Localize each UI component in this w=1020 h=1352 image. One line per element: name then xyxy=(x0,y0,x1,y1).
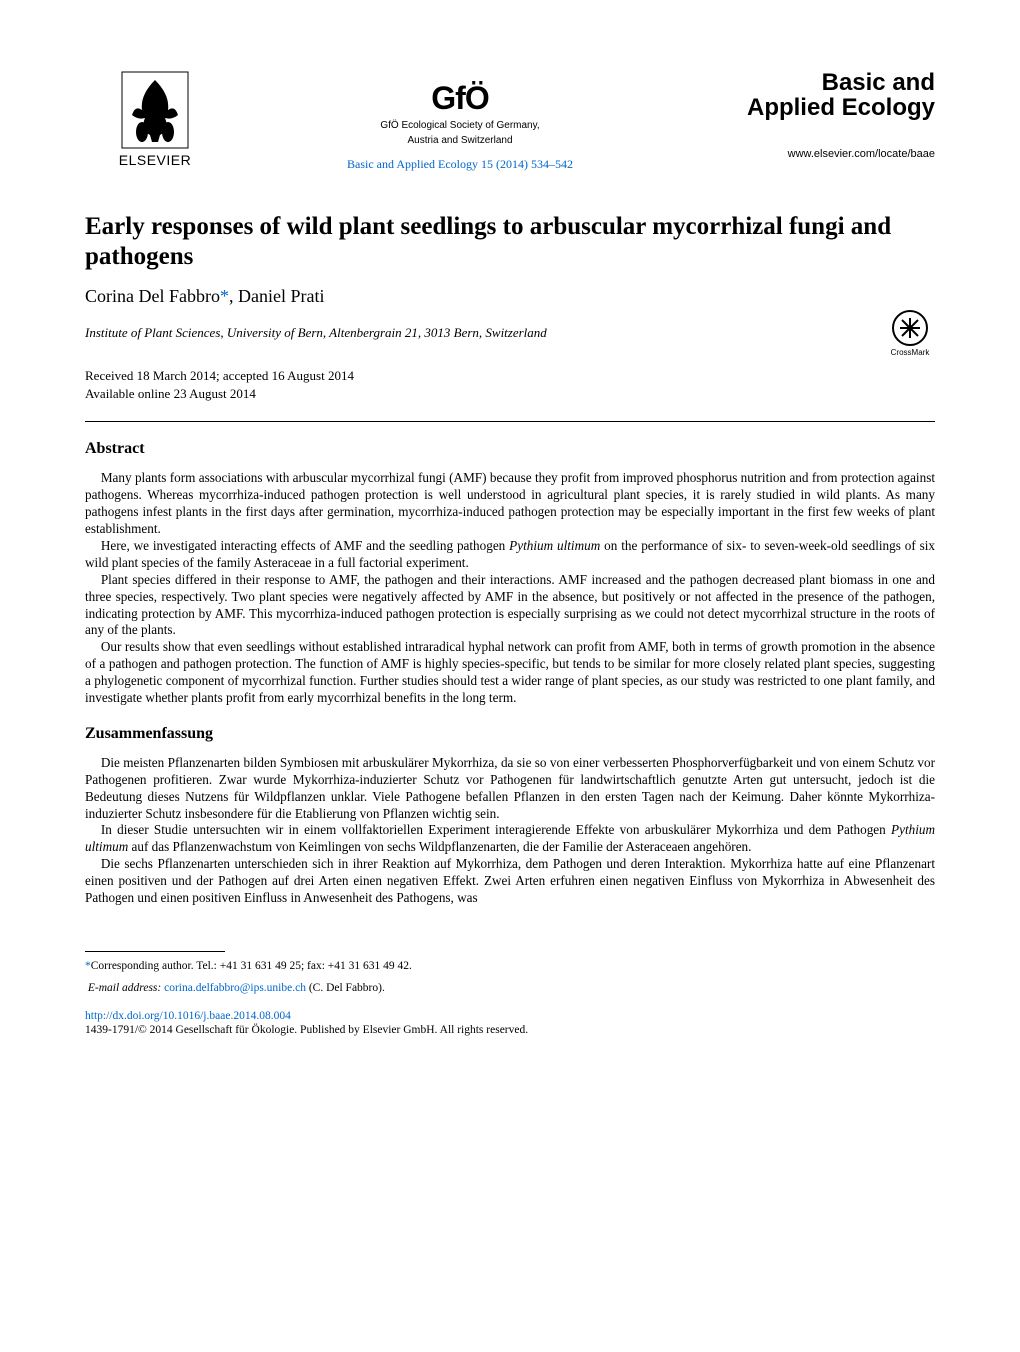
footnote-rule xyxy=(85,951,225,952)
header: ELSEVIER GfÖ GfÖ Ecological Society of G… xyxy=(85,70,935,172)
journal-name-line1: Basic and xyxy=(695,70,935,95)
footnote-corr: Corresponding author. Tel.: +41 31 631 4… xyxy=(91,960,412,972)
zus-p2-b: auf das Pflanzenwachstum von Keimlingen … xyxy=(128,839,751,854)
abstract-heading: Abstract xyxy=(85,440,935,458)
zus-p3: Die sechs Pflanzenarten unterschieden si… xyxy=(85,856,935,907)
elsevier-label: ELSEVIER xyxy=(119,152,191,168)
article-dates: Received 18 March 2014; accepted 16 Augu… xyxy=(85,367,935,403)
gfo-subtitle-2: Austria and Switzerland xyxy=(225,134,695,147)
article-title: Early responses of wild plant seedlings … xyxy=(85,212,935,272)
zus-p1: Die meisten Pflanzenarten bilden Symbios… xyxy=(85,755,935,823)
abstract-p3: Plant species differed in their response… xyxy=(85,572,935,640)
gfo-logo-text: GfÖ xyxy=(225,80,695,117)
publisher-logo-block: ELSEVIER xyxy=(85,70,225,168)
elsevier-tree-icon xyxy=(120,70,190,150)
crossmark-label: CrossMark xyxy=(885,348,935,357)
received-date: Received 18 March 2014; accepted 16 Augu… xyxy=(85,367,935,385)
author-2: , Daniel Prati xyxy=(229,286,324,306)
copyright-line: 1439-1791/© 2014 Gesellschaft für Ökolog… xyxy=(85,1024,935,1036)
doi-link[interactable]: http://dx.doi.org/10.1016/j.baae.2014.08… xyxy=(85,1010,935,1022)
authors-line: Corina Del Fabbro*, Daniel Prati xyxy=(85,286,935,307)
available-date: Available online 23 August 2014 xyxy=(85,385,935,403)
author-1: Corina Del Fabbro xyxy=(85,286,220,306)
divider xyxy=(85,421,935,422)
elsevier-logo[interactable]: ELSEVIER xyxy=(85,70,225,168)
corresponding-footnote: *Corresponding author. Tel.: +41 31 631 … xyxy=(85,958,935,974)
abstract-p2-a: Here, we investigated interacting effect… xyxy=(101,538,509,553)
zus-p2: In dieser Studie untersuchten wir in ein… xyxy=(85,822,935,856)
abstract-p1: Many plants form associations with arbus… xyxy=(85,470,935,538)
gfo-subtitle-1: GfÖ Ecological Society of Germany, xyxy=(225,119,695,132)
journal-title-block: Basic and Applied Ecology www.elsevier.c… xyxy=(695,70,935,160)
email-footnote: E-mail address: corina.delfabbro@ips.uni… xyxy=(85,980,935,996)
crossmark-badge[interactable]: CrossMark xyxy=(885,310,935,357)
email-name: (C. Del Fabbro). xyxy=(306,982,385,994)
society-block: GfÖ GfÖ Ecological Society of Germany, A… xyxy=(225,70,695,172)
abstract-p2-italic: Pythium ultimum xyxy=(509,538,600,553)
abstract-p2: Here, we investigated interacting effect… xyxy=(85,538,935,572)
abstract-p4: Our results show that even seedlings wit… xyxy=(85,639,935,707)
affiliation: Institute of Plant Sciences, University … xyxy=(85,325,935,341)
zusammenfassung-heading: Zusammenfassung xyxy=(85,725,935,743)
journal-citation-link[interactable]: Basic and Applied Ecology 15 (2014) 534–… xyxy=(225,157,695,172)
journal-url[interactable]: www.elsevier.com/locate/baae xyxy=(695,148,935,160)
email-label: E-mail address: xyxy=(88,982,161,994)
crossmark-icon xyxy=(892,310,928,346)
email-link[interactable]: corina.delfabbro@ips.unibe.ch xyxy=(164,982,306,994)
zus-p2-a: In dieser Studie untersuchten wir in ein… xyxy=(101,822,891,837)
journal-name-line2: Applied Ecology xyxy=(695,95,935,120)
corresponding-star-link[interactable]: * xyxy=(220,286,229,306)
